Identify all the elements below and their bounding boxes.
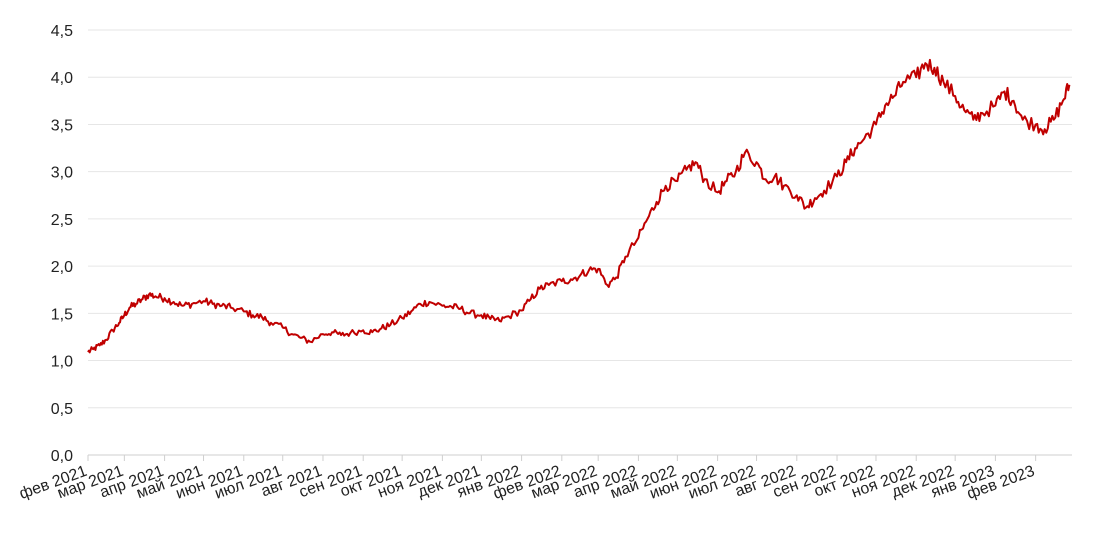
y-tick-label: 4,5 xyxy=(51,23,73,40)
y-tick-label: 1,0 xyxy=(51,354,73,371)
y-axis-ticks: 0,0 0,5 1,0 1,5 2,0 2,5 3,0 3,5 4,0 4,5 xyxy=(51,23,73,465)
series-line-layer xyxy=(87,58,1071,354)
gridlines xyxy=(88,29,1072,409)
y-tick-label: 2,0 xyxy=(51,259,73,276)
y-tick-label: 0,0 xyxy=(51,448,73,465)
y-tick-label: 3,5 xyxy=(51,117,73,134)
y-tick-label: 3,0 xyxy=(51,165,73,182)
y-tick-label: 1,5 xyxy=(51,306,73,323)
series-line xyxy=(87,58,1071,354)
y-tick-label: 2,5 xyxy=(51,212,73,229)
y-tick-label: 4,0 xyxy=(51,70,73,87)
y-tick-label: 0,5 xyxy=(51,401,73,418)
